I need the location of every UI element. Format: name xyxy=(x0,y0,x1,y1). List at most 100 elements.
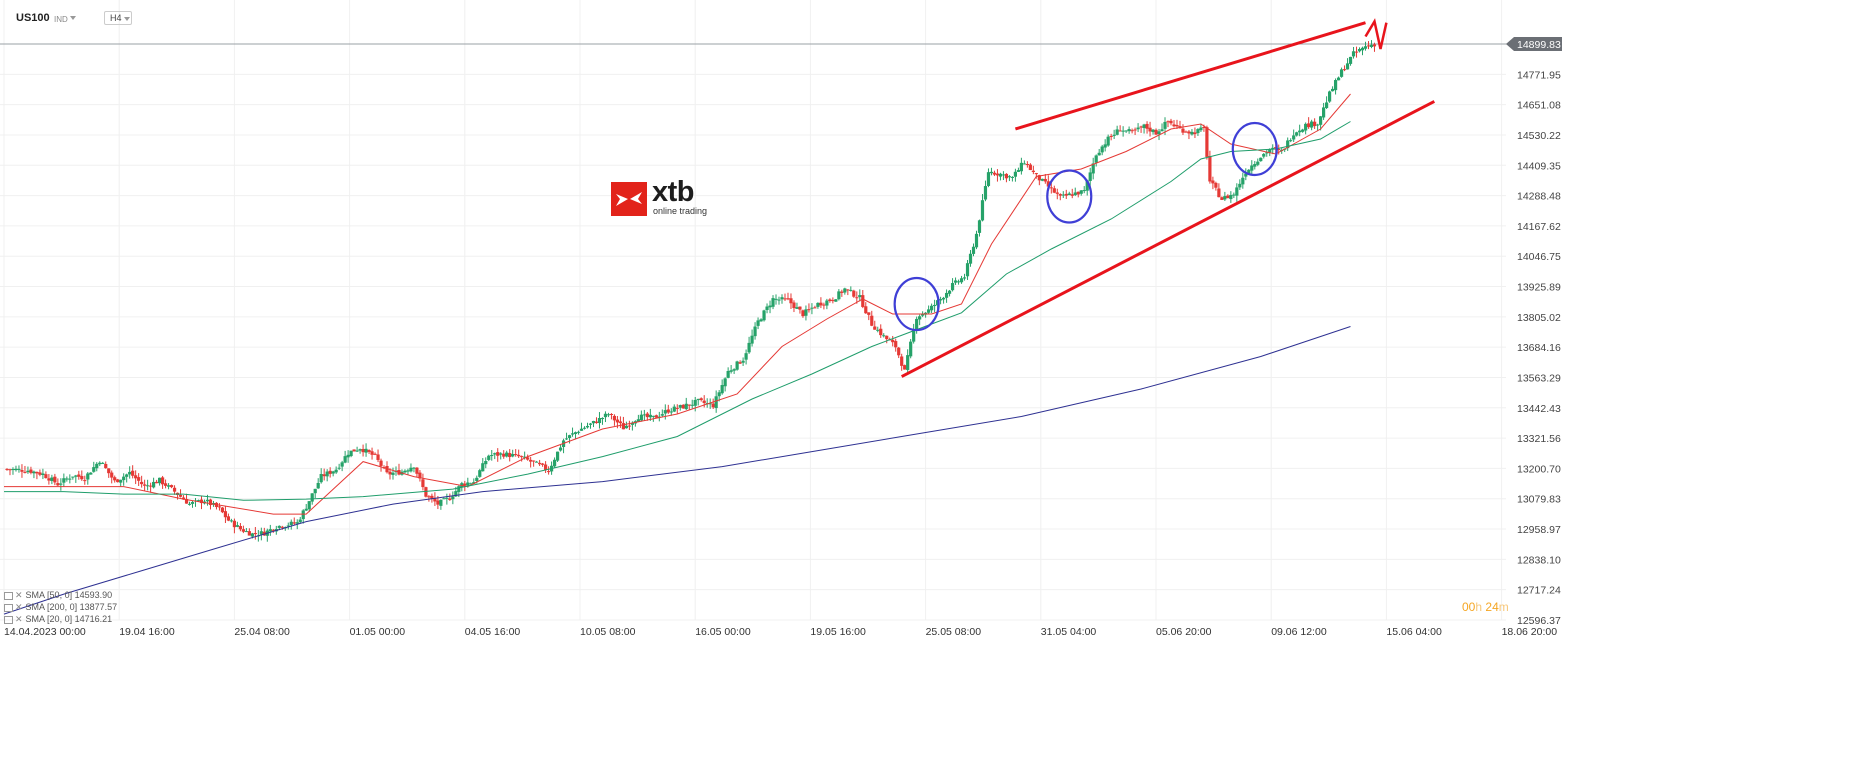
candle-body xyxy=(594,421,599,424)
candle-body xyxy=(930,305,934,311)
settings-icon[interactable] xyxy=(4,615,13,624)
candle-body xyxy=(346,454,350,458)
candle-body xyxy=(1256,161,1260,165)
candle-body xyxy=(756,320,760,326)
candle-body xyxy=(1007,176,1012,178)
candle-body xyxy=(62,478,66,483)
candle-body xyxy=(547,471,551,473)
candle-body xyxy=(738,362,742,364)
candle-body xyxy=(466,482,470,486)
candle-body xyxy=(484,461,488,465)
candle-body xyxy=(807,309,811,311)
candle-body xyxy=(645,413,649,418)
candle-body xyxy=(1019,162,1023,172)
candle-body xyxy=(663,410,667,414)
candle-body xyxy=(576,431,581,433)
candle-body xyxy=(223,511,228,518)
y-tick-label: 13200.70 xyxy=(1517,463,1561,475)
timeframe-caret-icon[interactable] xyxy=(124,17,130,21)
candle-body xyxy=(777,299,781,301)
candle-body xyxy=(1142,124,1146,129)
candle-body xyxy=(340,462,344,467)
close-icon[interactable]: ✕ xyxy=(15,614,23,624)
candle-body xyxy=(684,403,688,410)
trendline xyxy=(1014,21,1366,131)
indicator-legend-item[interactable]: ✕ SMA [20, 0] 14716.21 xyxy=(4,614,112,625)
candle-body xyxy=(487,455,491,460)
candle-body xyxy=(1372,44,1377,47)
candle-body xyxy=(729,370,733,372)
candle-body xyxy=(119,479,123,483)
candle-body xyxy=(502,453,506,457)
symbol-label[interactable]: US100 xyxy=(16,12,50,24)
candle-body xyxy=(690,404,694,406)
candle-body xyxy=(834,299,838,302)
candle-body xyxy=(795,307,799,309)
candle-body xyxy=(873,326,877,330)
candle-body xyxy=(786,298,790,300)
candle-body xyxy=(1325,102,1329,109)
indicator-legend-item[interactable]: ✕ SMA [200, 0] 13877.57 xyxy=(4,602,117,613)
candle-body xyxy=(621,423,626,430)
candle-body xyxy=(508,453,512,458)
candle-body xyxy=(232,520,237,528)
settings-icon[interactable] xyxy=(4,591,13,600)
candle-body xyxy=(1064,193,1068,196)
candle-body xyxy=(1360,47,1365,51)
timeframe-select[interactable]: H4 xyxy=(104,11,132,25)
candle-body xyxy=(235,525,239,527)
candle-body xyxy=(798,306,802,310)
candle-body xyxy=(271,529,275,531)
candle-body xyxy=(681,404,685,409)
candle-body xyxy=(983,186,988,200)
candle-body xyxy=(747,342,751,353)
candle-body xyxy=(65,478,69,480)
candle-body xyxy=(1295,132,1299,136)
y-tick-label: 13925.89 xyxy=(1517,282,1561,294)
settings-icon[interactable] xyxy=(4,603,13,612)
symbol-caret-icon[interactable] xyxy=(70,16,76,20)
candle-body xyxy=(178,494,183,497)
candle-body xyxy=(630,422,634,425)
close-icon[interactable]: ✕ xyxy=(15,602,23,612)
highlight-circle xyxy=(893,276,940,332)
candle-body xyxy=(962,277,967,279)
candle-body xyxy=(989,171,994,174)
candle-body xyxy=(146,485,150,487)
candle-body xyxy=(909,341,913,357)
candle-body xyxy=(122,476,126,481)
candle-body xyxy=(92,467,96,472)
candle-body xyxy=(965,263,970,277)
y-tick-label: 14046.75 xyxy=(1517,251,1561,263)
candle-body xyxy=(140,481,144,485)
candle-body xyxy=(1103,144,1107,148)
candle-body xyxy=(1061,194,1065,196)
candle-body xyxy=(977,220,982,233)
candle-body xyxy=(606,414,611,416)
candle-body xyxy=(720,385,724,394)
candle-body xyxy=(855,297,859,299)
indicator-legend-item[interactable]: ✕ SMA [50, 0] 14593.90 xyxy=(4,590,112,601)
candle-body xyxy=(229,520,234,522)
candle-body xyxy=(1121,130,1125,132)
candle-body xyxy=(80,476,84,480)
candle-body xyxy=(1307,123,1311,128)
candle-body xyxy=(1070,194,1074,196)
candle-body xyxy=(1250,165,1254,171)
candle-body xyxy=(421,479,425,488)
candle-body xyxy=(301,510,305,520)
candle-body xyxy=(1028,164,1032,171)
candle-body xyxy=(600,417,605,420)
close-icon[interactable]: ✕ xyxy=(15,590,23,600)
candle-body xyxy=(1289,140,1293,142)
candle-body xyxy=(639,414,643,421)
candle-body xyxy=(741,360,745,363)
candle-body xyxy=(1265,152,1269,154)
candle-body xyxy=(208,499,213,506)
candle-body xyxy=(499,453,503,455)
candle-body xyxy=(520,456,524,458)
candle-body xyxy=(950,283,955,291)
candle-body xyxy=(1363,46,1368,49)
candle-body xyxy=(1184,131,1188,133)
